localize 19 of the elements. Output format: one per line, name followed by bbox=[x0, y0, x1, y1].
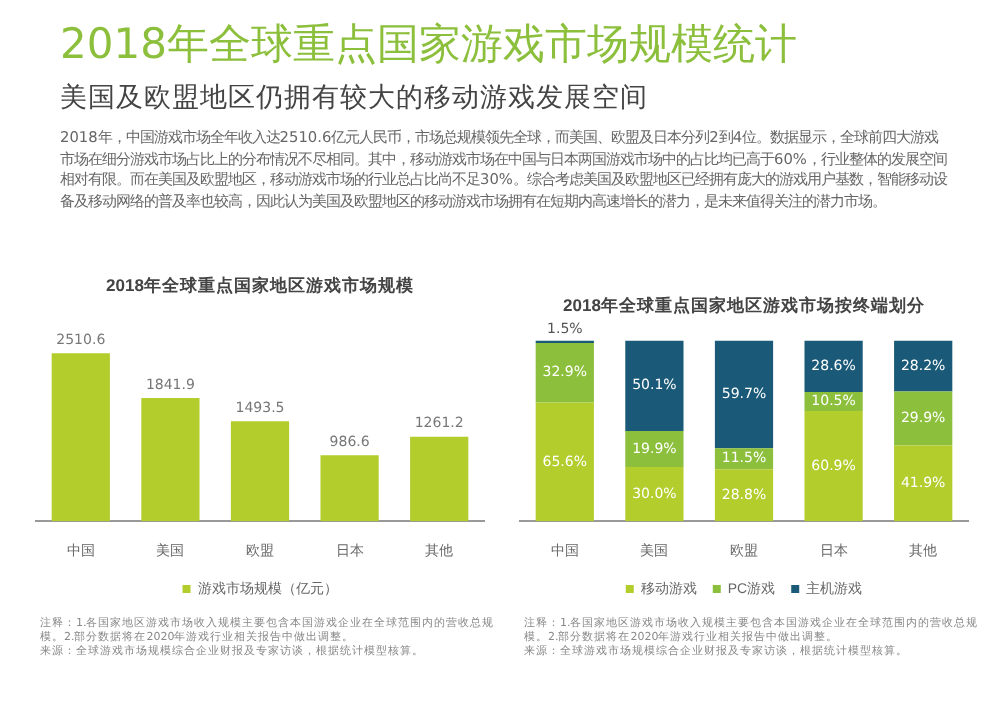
bar bbox=[804, 340, 863, 393]
bar bbox=[141, 397, 200, 522]
bar bbox=[535, 343, 594, 403]
bar bbox=[714, 340, 774, 449]
bar bbox=[230, 421, 290, 522]
chart-title: 2018年全球重点国家地区游戏市场规模 bbox=[106, 274, 416, 295]
chart-title: 2018年全球重点国家地区游戏市场按终端划分 bbox=[563, 294, 927, 315]
bar bbox=[894, 391, 953, 446]
bar bbox=[51, 353, 110, 522]
text: 2018年全球重点国家游戏市场规模统计 bbox=[60, 18, 799, 72]
bar bbox=[894, 445, 953, 522]
bar bbox=[804, 411, 863, 522]
bar bbox=[714, 469, 774, 522]
text: 美国及欧盟地区仍拥有较大的移动游戏发展空间 bbox=[60, 80, 650, 116]
bar bbox=[625, 466, 684, 522]
bar bbox=[320, 455, 379, 522]
bar bbox=[410, 436, 469, 522]
bar bbox=[625, 340, 684, 431]
bar bbox=[535, 402, 594, 522]
